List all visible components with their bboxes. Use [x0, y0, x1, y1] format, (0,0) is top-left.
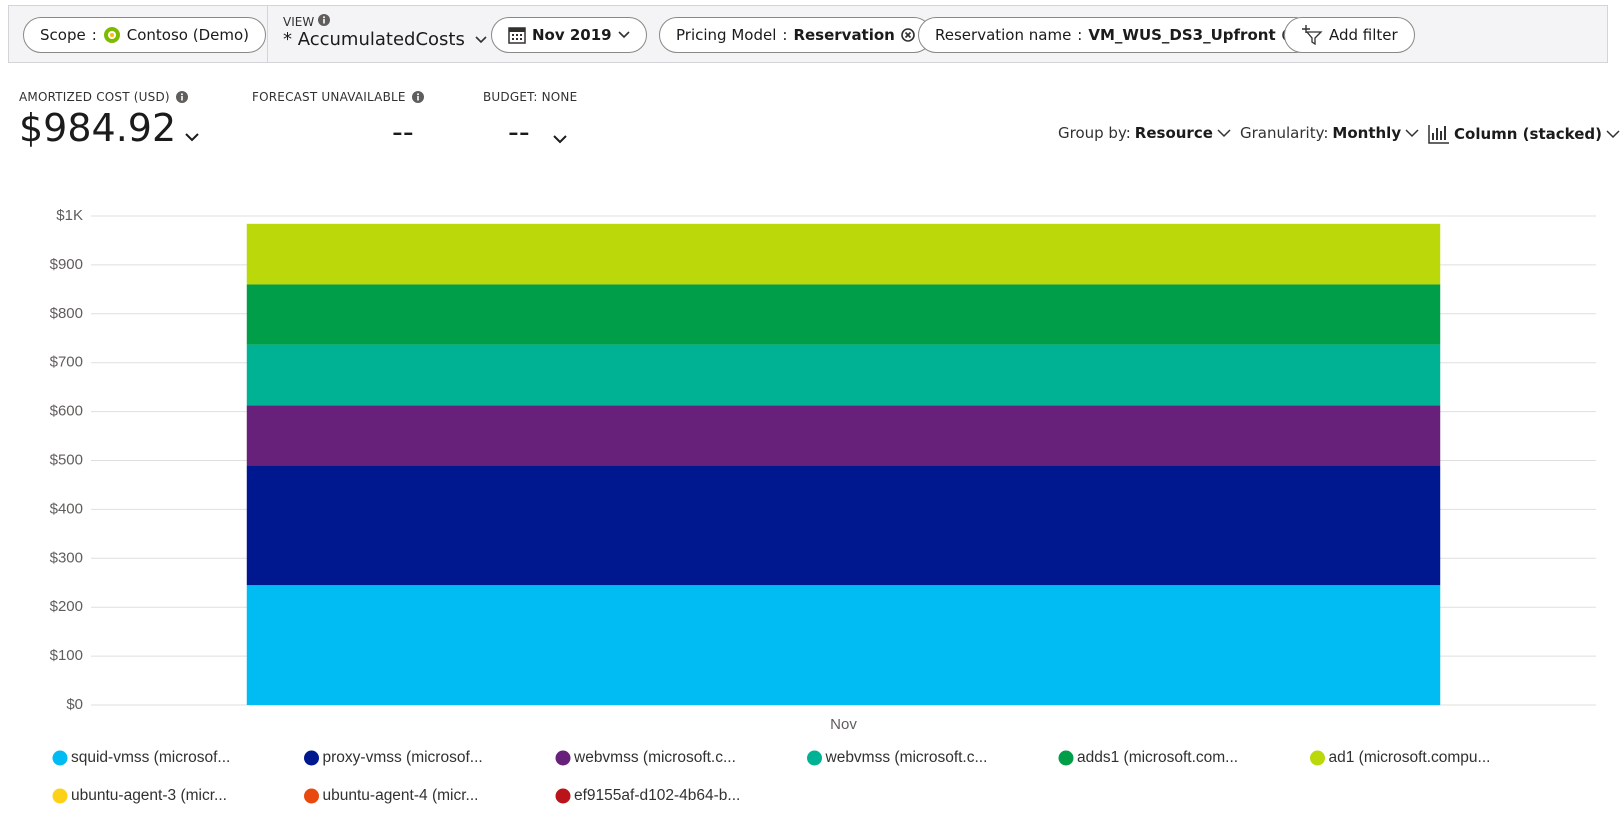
legend-label[interactable]: ad1 (microsoft.compu...	[1329, 749, 1491, 766]
cost-value: $984.92	[19, 106, 177, 150]
legend-swatch[interactable]	[555, 788, 571, 804]
add-filter-label: Add filter	[1329, 26, 1398, 44]
legend-label[interactable]: proxy-vmss (microsof...	[323, 749, 483, 766]
y-tick-label: $800	[50, 305, 83, 322]
add-filter-button[interactable]: Add filter	[1284, 17, 1415, 53]
filter-icon	[1302, 25, 1323, 45]
view-selector[interactable]: VIEW * AccumulatedCosts	[283, 14, 487, 50]
bar-segment[interactable]	[246, 585, 1441, 705]
bar-segment[interactable]	[246, 405, 1441, 466]
scope-icon	[103, 27, 120, 43]
bar-segment[interactable]	[246, 465, 1441, 586]
calendar-icon	[508, 27, 526, 44]
toolbar: Scope : Contoso (Demo) VIEW * Accumulate…	[8, 5, 1608, 63]
legend-label[interactable]: squid-vmss (microsof...	[71, 749, 230, 766]
granularity[interactable]: Granularity: Monthly	[1240, 124, 1419, 142]
scope-sep: :	[91, 26, 97, 44]
chevron[interactable]	[184, 132, 200, 144]
legend-label[interactable]: webvmss (microsoft.c...	[573, 749, 736, 766]
budget-value: --	[508, 115, 530, 150]
column-icon	[1428, 125, 1449, 144]
bar-segment[interactable]	[246, 223, 1441, 285]
scope-label: Scope	[40, 26, 86, 44]
scope-pill[interactable]: Scope : Contoso (Demo)	[23, 17, 267, 53]
chart: $0 $100 $200 $300 $400 $500 $600 $700 $800 $900 $1…	[50, 207, 1596, 804]
legend-label[interactable]: ubuntu-agent-3 (micr...	[71, 787, 227, 804]
y-tick-label: $1K	[56, 207, 83, 224]
legend-swatch[interactable]	[52, 750, 68, 766]
budget-summary: BUDGET: NONE	[483, 90, 577, 104]
legend-label[interactable]: ef9155af-d102-4b64-b...	[574, 787, 740, 804]
filter-sep: :	[1077, 26, 1083, 44]
date-pill[interactable]: Nov 2019	[491, 17, 647, 53]
legend-label[interactable]: webvmss (microsoft.c...	[825, 749, 988, 766]
chevron[interactable]	[552, 134, 568, 146]
y-tick-label: $0	[66, 696, 83, 713]
y-tick-label: $900	[50, 256, 83, 273]
chevron	[475, 35, 487, 43]
forecast-value: --	[392, 115, 414, 150]
y-tick-label: $100	[50, 647, 83, 664]
cost-summary: AMORTIZED COST (USD) $984.92	[19, 90, 200, 150]
filter-pill[interactable]: Reservation name : VM_WUS_DS3_Upfront	[918, 17, 1313, 53]
legend-swatch[interactable]	[1058, 750, 1074, 766]
filter-value: Reservation	[793, 26, 895, 44]
x-tick-label: Nov	[830, 716, 857, 733]
budget-label: BUDGET: NONE	[483, 90, 578, 104]
filter-sep: :	[782, 26, 788, 44]
legend-swatch[interactable]	[304, 750, 319, 766]
filter-value: VM_WUS_DS3_Upfront	[1088, 26, 1276, 44]
bar-segment[interactable]	[246, 284, 1441, 345]
chart-type[interactable]: Column (stacked)	[1428, 124, 1620, 144]
remove-filter[interactable]	[901, 28, 915, 42]
y-tick-label: $600	[50, 403, 83, 420]
view-value: * AccumulatedCosts	[283, 29, 465, 50]
group-label: Group by:	[1058, 124, 1131, 142]
chevron	[618, 31, 630, 39]
date-value: Nov 2019	[532, 26, 612, 44]
legend-swatch[interactable]	[807, 750, 822, 766]
separator	[267, 6, 268, 62]
cost-label: AMORTIZED COST (USD)	[19, 90, 170, 104]
chart-type-value: Column (stacked)	[1454, 125, 1602, 143]
filter-label: Reservation name	[935, 26, 1072, 44]
filter-pill[interactable]: Pricing Model : Reservation	[659, 17, 932, 53]
info-icon	[175, 91, 188, 103]
group-by[interactable]: Group by: Resource	[1058, 124, 1231, 142]
forecast-summary: FORECAST UNAVAILABLE	[252, 90, 424, 104]
legend-swatch[interactable]	[52, 788, 68, 804]
forecast-label: FORECAST UNAVAILABLE	[252, 90, 406, 104]
y-tick-label: $300	[50, 549, 83, 566]
granularity-value: Monthly	[1332, 124, 1402, 142]
view-label: VIEW	[283, 14, 487, 29]
granularity-label: Granularity:	[1240, 124, 1329, 142]
legend-swatch[interactable]	[304, 788, 319, 804]
view-label-text: VIEW	[283, 15, 315, 29]
y-tick-label: $400	[50, 500, 83, 517]
chevron	[1217, 128, 1231, 137]
bar-segment[interactable]	[246, 344, 1441, 406]
group-value: Resource	[1134, 124, 1213, 142]
legend-label[interactable]: ubuntu-agent-4 (micr...	[323, 787, 479, 804]
chevron	[1405, 128, 1419, 137]
info-icon	[411, 91, 424, 103]
info-icon	[318, 14, 331, 26]
y-tick-label: $200	[50, 598, 83, 615]
chevron	[1606, 129, 1620, 138]
legend-swatch[interactable]	[1310, 750, 1325, 766]
scope-value: Contoso (Demo)	[126, 26, 250, 44]
legend-label[interactable]: adds1 (microsoft.com...	[1077, 749, 1238, 766]
y-tick-label: $500	[50, 451, 83, 468]
filter-label: Pricing Model	[676, 26, 777, 44]
legend-swatch[interactable]	[555, 750, 571, 766]
y-tick-label: $700	[50, 354, 83, 371]
